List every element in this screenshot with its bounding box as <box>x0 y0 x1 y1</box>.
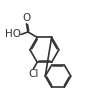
Text: O: O <box>22 13 31 23</box>
Text: Cl: Cl <box>28 69 39 79</box>
Text: HO: HO <box>5 30 21 39</box>
